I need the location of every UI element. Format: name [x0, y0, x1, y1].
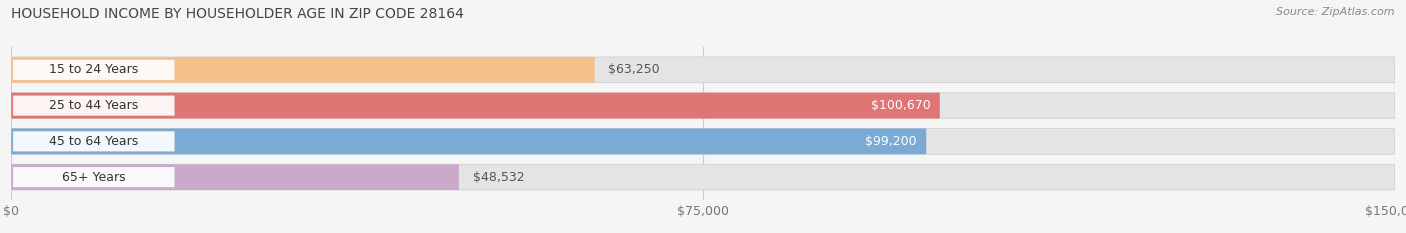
- Text: $48,532: $48,532: [472, 171, 524, 184]
- FancyBboxPatch shape: [11, 128, 927, 154]
- Text: $63,250: $63,250: [609, 63, 659, 76]
- Text: 65+ Years: 65+ Years: [62, 171, 125, 184]
- FancyBboxPatch shape: [11, 93, 1395, 119]
- Text: 45 to 64 Years: 45 to 64 Years: [49, 135, 138, 148]
- Text: Source: ZipAtlas.com: Source: ZipAtlas.com: [1277, 7, 1395, 17]
- Text: $100,670: $100,670: [870, 99, 931, 112]
- FancyBboxPatch shape: [11, 164, 1395, 190]
- FancyBboxPatch shape: [13, 131, 174, 151]
- FancyBboxPatch shape: [13, 167, 174, 187]
- FancyBboxPatch shape: [13, 96, 174, 116]
- Text: $99,200: $99,200: [865, 135, 917, 148]
- Text: 15 to 24 Years: 15 to 24 Years: [49, 63, 138, 76]
- Text: 25 to 44 Years: 25 to 44 Years: [49, 99, 138, 112]
- FancyBboxPatch shape: [11, 128, 1395, 154]
- FancyBboxPatch shape: [11, 57, 595, 83]
- Text: HOUSEHOLD INCOME BY HOUSEHOLDER AGE IN ZIP CODE 28164: HOUSEHOLD INCOME BY HOUSEHOLDER AGE IN Z…: [11, 7, 464, 21]
- FancyBboxPatch shape: [13, 60, 174, 80]
- FancyBboxPatch shape: [11, 57, 1395, 83]
- FancyBboxPatch shape: [11, 164, 458, 190]
- FancyBboxPatch shape: [11, 93, 939, 119]
